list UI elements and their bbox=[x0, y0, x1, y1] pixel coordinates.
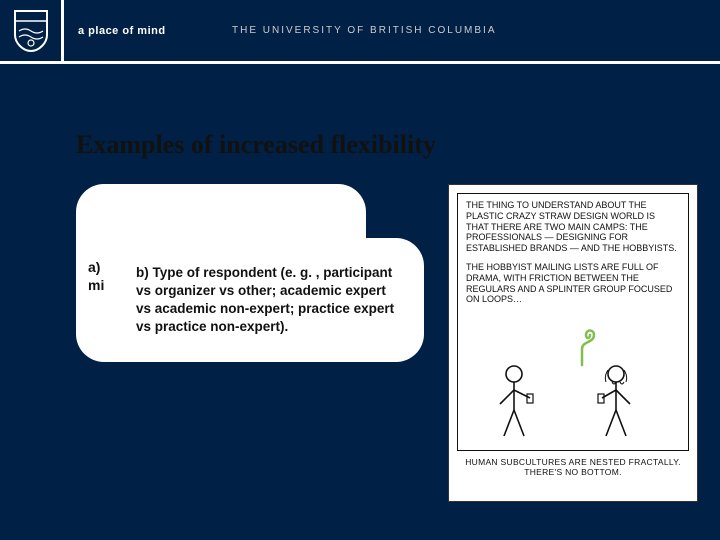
university-name: THE UNIVERSITY OF BRITISH COLUMBIA bbox=[214, 0, 720, 61]
comic-top-text: THE THING TO UNDERSTAND ABOUT THE PLASTI… bbox=[466, 200, 680, 254]
logo-container bbox=[0, 0, 64, 61]
slide-title: Examples of increased flexibility bbox=[76, 130, 436, 160]
comic-caption: HUMAN SUBCULTURES ARE NESTED FRACTALLY. … bbox=[457, 457, 689, 477]
card-a-label: a) mi bbox=[88, 258, 104, 294]
stick-figure-left-icon bbox=[494, 364, 538, 440]
tagline: a place of mind bbox=[64, 0, 214, 61]
card-b: b) Type of respondent (e. g. , participa… bbox=[114, 238, 424, 362]
header-bar: a place of mind THE UNIVERSITY OF BRITIS… bbox=[0, 0, 720, 64]
card-a-line1: a) bbox=[88, 259, 100, 275]
stick-figure-right-icon bbox=[594, 364, 638, 440]
crazy-straw-icon bbox=[576, 321, 606, 370]
card-b-text: b) Type of respondent (e. g. , participa… bbox=[136, 264, 402, 337]
ubc-shield-icon bbox=[13, 9, 49, 53]
comic-container: THE THING TO UNDERSTAND ABOUT THE PLASTI… bbox=[448, 184, 698, 502]
comic-panel: THE THING TO UNDERSTAND ABOUT THE PLASTI… bbox=[457, 193, 689, 451]
card-a-line2: mi bbox=[88, 277, 104, 293]
comic-mid-text: THE HOBBYIST MAILING LISTS ARE FULL OF D… bbox=[466, 262, 680, 305]
